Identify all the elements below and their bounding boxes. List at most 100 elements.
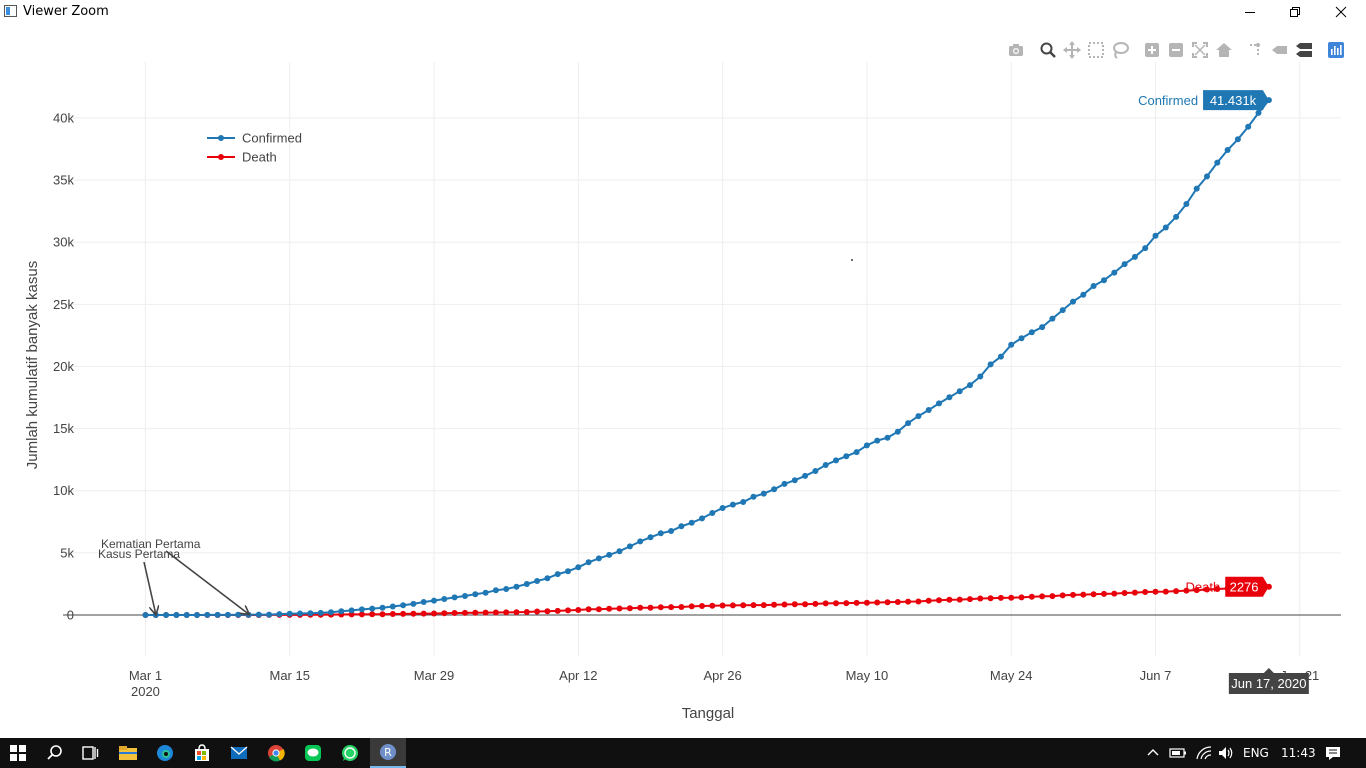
- data-point-confirmed: [771, 486, 778, 493]
- data-point-confirmed: [987, 361, 994, 368]
- close-button[interactable]: [1318, 0, 1364, 24]
- clock[interactable]: 11:43: [1281, 746, 1316, 760]
- r-app-icon[interactable]: R: [370, 738, 406, 768]
- spike-lines-icon[interactable]: [1246, 40, 1266, 60]
- data-point-confirmed: [1183, 201, 1190, 207]
- data-point-confirmed: [1049, 315, 1056, 322]
- data-point-confirmed: [441, 596, 448, 602]
- x-tick-label: Apr 12: [559, 668, 597, 683]
- data-point-death: [626, 605, 633, 612]
- data-point-death: [699, 603, 705, 609]
- data-point-death: [853, 599, 860, 606]
- y-tick-label: 0: [67, 607, 74, 622]
- data-point-death: [791, 601, 798, 608]
- zoom-icon[interactable]: [1038, 40, 1058, 60]
- data-point-confirmed: [307, 610, 314, 617]
- data-point-death: [750, 602, 757, 609]
- data-point-death: [523, 609, 530, 615]
- search-icon[interactable]: [38, 738, 72, 768]
- wifi-icon[interactable]: [1193, 738, 1215, 768]
- data-point-confirmed: [451, 594, 458, 601]
- language-indicator[interactable]: ENG: [1243, 746, 1269, 760]
- plotly-logo-icon[interactable]: [1326, 40, 1346, 60]
- y-axis-title: Jumlah kumulatif banyak kasus: [24, 261, 41, 469]
- notification-icon[interactable]: [1320, 738, 1346, 768]
- data-point-death: [400, 610, 407, 617]
- data-point-death: [936, 597, 942, 604]
- chrome-icon[interactable]: [259, 738, 293, 768]
- data-point-death: [389, 611, 396, 617]
- pan-icon[interactable]: [1062, 40, 1082, 60]
- annotation-text: Kematian Pertama: [101, 537, 201, 551]
- data-point-death: [657, 604, 664, 611]
- data-point-death: [1028, 593, 1035, 600]
- autoscale-icon[interactable]: [1190, 40, 1210, 60]
- whatsapp-icon[interactable]: [333, 738, 367, 768]
- camera-icon[interactable]: [1006, 40, 1026, 60]
- y-tick-label: 25k: [53, 297, 74, 312]
- start-icon[interactable]: [0, 738, 36, 768]
- annotation-arrow: [143, 561, 156, 614]
- data-point-death: [987, 595, 994, 602]
- data-point-confirmed: [544, 575, 551, 582]
- data-point-confirmed: [224, 611, 231, 618]
- data-point-death: [554, 607, 561, 614]
- data-point-confirmed: [266, 611, 273, 618]
- x-tick-label: Mar 15: [270, 668, 310, 683]
- data-point-confirmed: [1142, 245, 1149, 252]
- hover-closest-icon[interactable]: [1270, 40, 1290, 60]
- x-tick-label: May 10: [846, 668, 889, 683]
- lasso-select-icon[interactable]: [1110, 40, 1130, 60]
- volume-icon[interactable]: [1215, 738, 1237, 768]
- data-point-confirmed: [348, 607, 355, 614]
- data-point-confirmed: [369, 605, 376, 612]
- chart-grid: [63, 62, 1341, 656]
- battery-icon[interactable]: [1167, 738, 1189, 768]
- data-point-death: [431, 610, 437, 617]
- reset-axes-icon[interactable]: [1214, 40, 1234, 60]
- data-point-death: [1101, 590, 1107, 597]
- data-point-death: [1059, 592, 1066, 599]
- data-point-death: [729, 602, 736, 609]
- minimize-button[interactable]: [1227, 0, 1273, 24]
- data-point-confirmed: [946, 394, 953, 401]
- line-app-icon[interactable]: [296, 738, 330, 768]
- data-point-death: [709, 602, 716, 609]
- box-select-icon[interactable]: [1086, 40, 1106, 60]
- data-point-death: [967, 596, 973, 603]
- data-point-death: [1142, 589, 1149, 595]
- zoom-out-icon[interactable]: [1166, 40, 1186, 60]
- data-point-confirmed: [472, 591, 479, 598]
- data-point-confirmed: [255, 611, 262, 618]
- data-point-confirmed: [358, 606, 365, 613]
- data-point-death: [946, 596, 953, 603]
- data-point-confirmed: [1152, 232, 1159, 239]
- hover-compare-icon[interactable]: [1294, 40, 1314, 60]
- task-view-icon[interactable]: [73, 738, 107, 768]
- data-point-death: [585, 606, 592, 613]
- data-point-confirmed: [173, 612, 180, 618]
- mail-icon[interactable]: [222, 738, 256, 768]
- data-point-confirmed: [1111, 269, 1118, 276]
- taskbar: R ENG 11:43: [0, 738, 1366, 768]
- file-explorer-icon[interactable]: [111, 738, 145, 768]
- data-point-confirmed: [297, 610, 303, 617]
- data-point-confirmed: [729, 501, 736, 508]
- data-point-death: [781, 601, 788, 608]
- data-point-confirmed: [565, 568, 571, 575]
- app-icon: [4, 5, 17, 17]
- restore-button[interactable]: [1272, 0, 1318, 24]
- data-point-death: [482, 609, 489, 616]
- data-point-death: [956, 596, 963, 603]
- data-point-confirmed: [1080, 291, 1087, 298]
- minimize-icon: [1245, 12, 1255, 13]
- data-point-death: [472, 609, 479, 616]
- data-point-confirmed: [740, 499, 747, 505]
- zoom-in-icon[interactable]: [1142, 40, 1162, 60]
- store-icon[interactable]: [185, 738, 219, 768]
- edge-icon[interactable]: [148, 738, 182, 768]
- chevron-up-icon[interactable]: [1144, 738, 1162, 768]
- y-axis-ticks: 0 5k 10k 15k 20k 25k 30k 35k 40k: [53, 110, 74, 622]
- data-point-death: [492, 609, 499, 616]
